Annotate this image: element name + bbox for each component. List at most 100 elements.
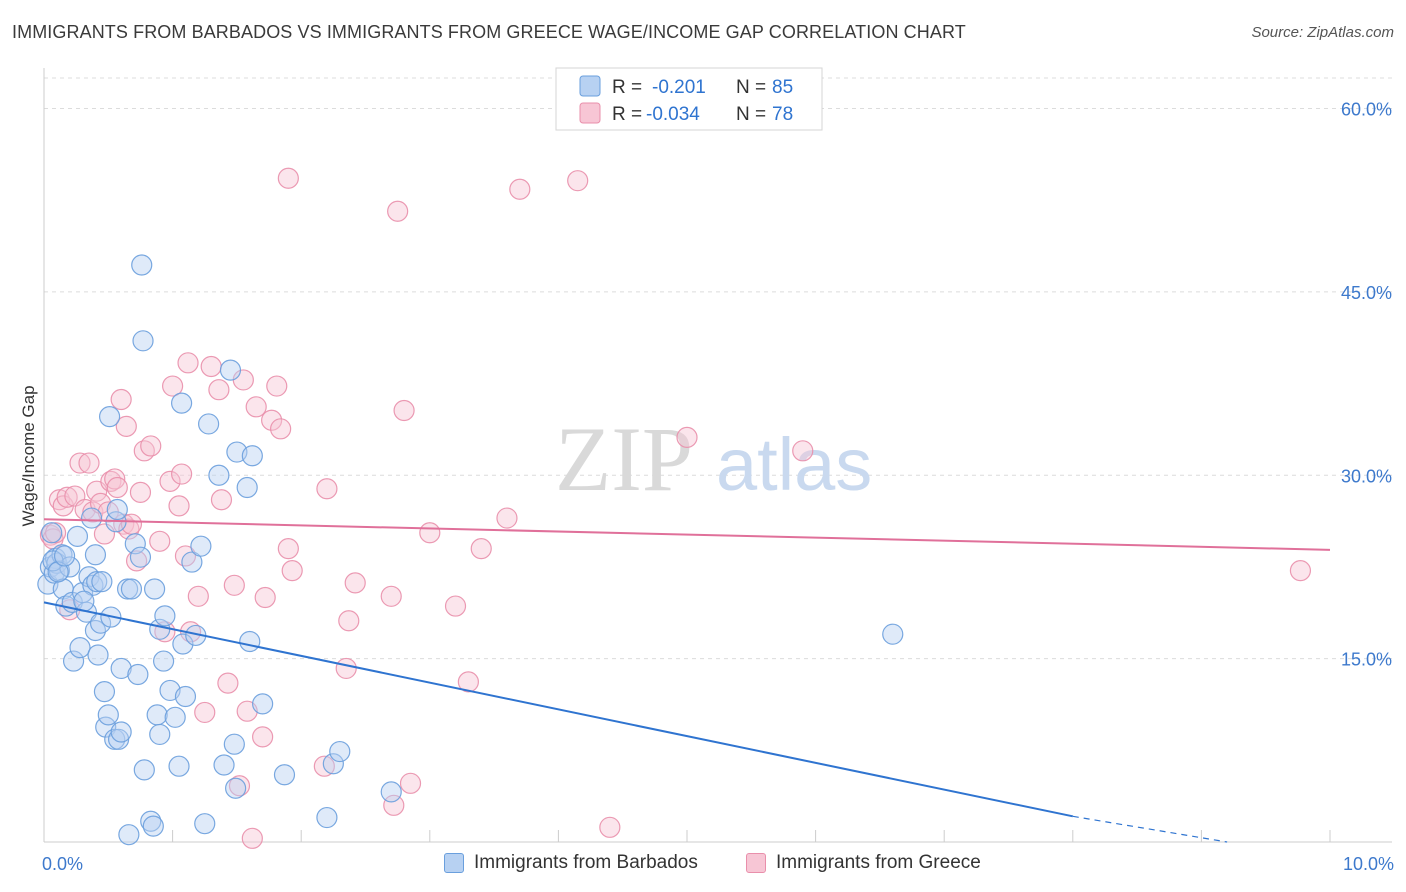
data-point xyxy=(168,755,190,777)
data-point xyxy=(194,813,216,835)
data-point xyxy=(73,590,95,612)
data-point xyxy=(225,777,247,799)
data-point xyxy=(69,452,91,474)
legend-swatch-greece xyxy=(579,102,601,124)
data-point xyxy=(181,551,203,573)
data-point xyxy=(338,610,360,632)
data-point xyxy=(78,452,100,474)
data-point xyxy=(190,535,212,557)
data-point xyxy=(149,723,171,746)
data-point xyxy=(42,550,64,572)
data-point xyxy=(41,522,63,544)
data-point xyxy=(129,481,152,503)
stats-legend: R = -0.201 N = 85 R = -0.034 N = 78 xyxy=(555,67,823,131)
data-point xyxy=(98,406,121,428)
data-point xyxy=(245,396,267,418)
data-point xyxy=(200,355,222,378)
data-point xyxy=(223,733,245,755)
data-point xyxy=(110,721,132,743)
data-point xyxy=(152,650,175,672)
data-point xyxy=(142,815,164,837)
legend-label-barbados: Immigrants from Barbados xyxy=(474,852,698,873)
data-point xyxy=(252,726,274,748)
legend-item-barbados: Immigrants from Barbados xyxy=(444,852,698,874)
data-point xyxy=(380,585,402,607)
watermark-atlas: atlas xyxy=(716,423,872,506)
data-point xyxy=(93,681,116,703)
trend-line-barbados-extension xyxy=(1072,815,1228,843)
data-point xyxy=(241,827,263,849)
data-point xyxy=(567,170,589,192)
data-point xyxy=(228,775,251,797)
data-point xyxy=(146,704,168,726)
data-point xyxy=(106,498,128,521)
data-point xyxy=(277,167,299,189)
y-tick-label: 45.0% xyxy=(1341,283,1392,303)
data-point xyxy=(177,352,199,374)
data-point xyxy=(344,572,366,594)
data-point xyxy=(236,700,258,722)
bottom-legend: Immigrants from Barbados Immigrants from… xyxy=(0,852,1406,878)
data-point xyxy=(198,413,220,435)
data-point xyxy=(380,781,402,803)
data-point xyxy=(162,375,184,397)
data-point xyxy=(129,546,152,568)
data-point xyxy=(127,663,149,686)
legend-swatch-greece-bottom xyxy=(746,853,766,873)
legend-n-value-1: 85 xyxy=(772,77,793,98)
data-point xyxy=(316,806,338,829)
data-point xyxy=(171,392,193,414)
watermark-zip: ZIP xyxy=(555,408,693,510)
trend-lines xyxy=(43,518,1331,843)
data-point xyxy=(120,578,143,600)
trend-line-barbados xyxy=(43,601,1074,818)
data-point xyxy=(47,561,69,583)
data-point xyxy=(223,574,245,596)
data-point xyxy=(171,463,193,485)
data-point xyxy=(140,435,162,457)
legend-swatch-barbados xyxy=(579,75,601,97)
source-label: Source: ZipAtlas.com xyxy=(1251,24,1394,41)
data-point xyxy=(254,586,276,609)
data-point xyxy=(91,571,113,593)
data-point xyxy=(104,468,126,490)
data-point xyxy=(131,254,153,276)
data-point xyxy=(100,470,122,492)
x-tick-label-max: 10.0% xyxy=(1343,854,1394,874)
y-tick-label: 60.0% xyxy=(1341,100,1392,120)
data-point xyxy=(241,445,263,467)
data-point xyxy=(59,556,81,578)
axes-layer xyxy=(43,68,1392,843)
legend-item-greece: Immigrants from Greece xyxy=(746,852,981,874)
data-point xyxy=(194,701,216,724)
data-point xyxy=(509,178,531,200)
data-point xyxy=(82,501,104,523)
data-point xyxy=(110,388,132,411)
legend-n-label-2: N = xyxy=(736,104,766,125)
data-point xyxy=(164,706,186,728)
trend-line-greece xyxy=(43,518,1331,551)
data-point xyxy=(56,486,78,508)
legend-r-value-2: -0.034 xyxy=(646,104,700,125)
data-point xyxy=(329,740,351,763)
data-point xyxy=(383,794,405,816)
data-point xyxy=(399,772,422,794)
data-point xyxy=(97,704,119,726)
data-point xyxy=(133,759,155,781)
chart-title: IMMIGRANTS FROM BARBADOS VS IMMIGRANTS F… xyxy=(12,22,966,42)
data-point xyxy=(168,495,190,517)
data-point xyxy=(239,630,261,653)
legend-label-greece: Immigrants from Greece xyxy=(776,852,981,873)
data-point xyxy=(419,522,441,544)
data-point xyxy=(335,657,357,680)
data-point xyxy=(118,824,140,846)
data-point xyxy=(387,200,409,222)
data-point xyxy=(676,426,698,448)
x-tick-label-min: 0.0% xyxy=(42,854,83,874)
data-point xyxy=(53,545,76,567)
data-point xyxy=(1289,560,1312,582)
data-point xyxy=(792,440,814,462)
data-point xyxy=(213,754,235,776)
legend-r-label-1: R = xyxy=(612,77,642,98)
